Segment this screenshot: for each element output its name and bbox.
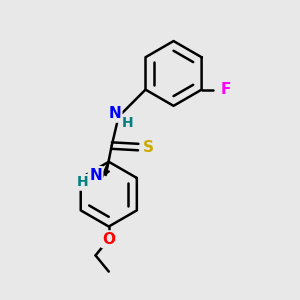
Text: H: H xyxy=(122,116,134,130)
Text: S: S xyxy=(143,140,154,154)
Text: N: N xyxy=(108,106,121,121)
Text: H: H xyxy=(76,176,88,189)
Text: O: O xyxy=(102,232,115,247)
Text: N: N xyxy=(89,167,102,182)
Text: F: F xyxy=(220,82,230,97)
